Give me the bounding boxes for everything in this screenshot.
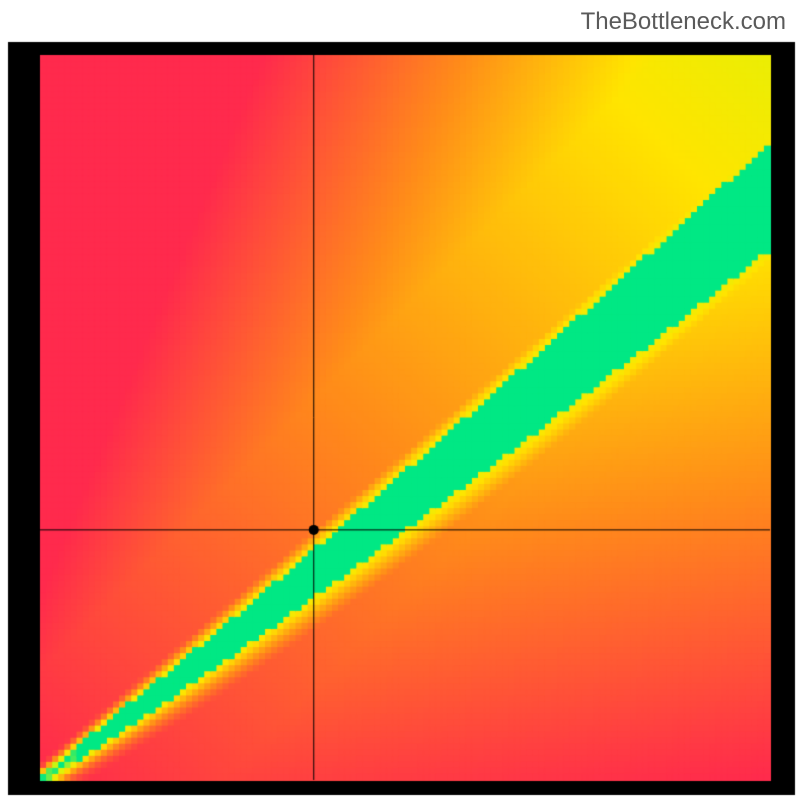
chart-container: TheBottleneck.com [0,0,800,800]
watermark-text: TheBottleneck.com [581,8,786,36]
bottleneck-heatmap [0,0,800,800]
